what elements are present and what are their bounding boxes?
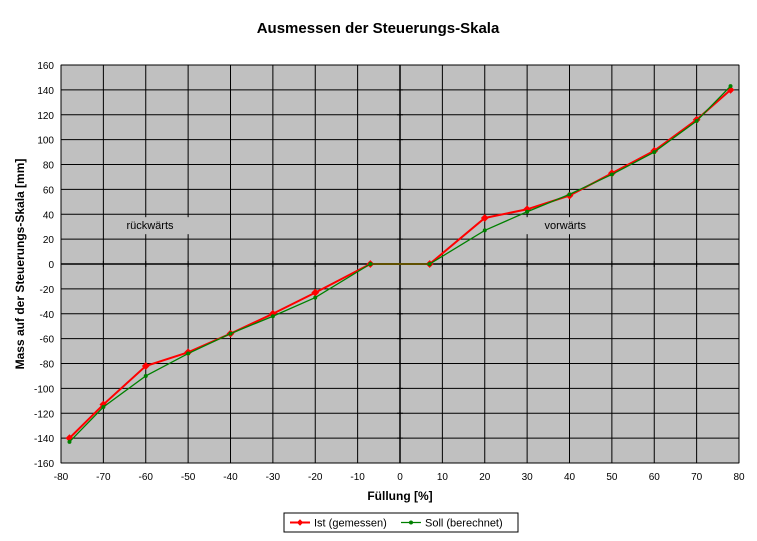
annotation-background	[107, 217, 193, 235]
series-line	[69, 85, 731, 443]
x-tick-label: 30	[522, 472, 534, 483]
x-tick-label: -30	[266, 472, 281, 483]
legend-label: Soll (berechnet)	[425, 518, 503, 530]
y-tick-label: 160	[37, 61, 54, 72]
data-point	[728, 84, 733, 89]
chart-title: Ausmessen der Steuerungs-Skala	[257, 20, 500, 37]
y-axis-title: Mass auf der Steuerungs-Skala [mm]	[13, 159, 27, 370]
data-point	[694, 118, 699, 123]
y-tick-label: -20	[40, 285, 55, 296]
x-tick-label: -20	[308, 472, 323, 483]
legend-entry-2: Soll (berechnet)	[401, 518, 503, 530]
x-tick-label: -70	[96, 472, 111, 483]
data-point	[143, 373, 148, 378]
y-tick-label: -140	[34, 434, 54, 445]
x-tick-label: 80	[733, 472, 745, 483]
data-point	[609, 172, 614, 177]
data-point	[567, 192, 572, 197]
legend-label: Ist (gemessen)	[314, 518, 387, 530]
data-point	[67, 439, 72, 444]
data-point	[652, 150, 657, 155]
legend-entry-1: Ist (gemessen)	[290, 518, 387, 530]
y-tick-label: 0	[48, 260, 54, 271]
data-point	[101, 405, 106, 410]
x-axis-title: Füllung [%]	[367, 489, 432, 503]
y-tick-label: -100	[34, 384, 54, 395]
legend: Ist (gemessen) Soll (berechnet)	[283, 512, 519, 533]
y-tick-label: -120	[34, 409, 54, 420]
series-layer	[65, 84, 735, 444]
y-tick-label: 80	[43, 161, 55, 172]
y-tick-label: 120	[37, 111, 54, 122]
data-point	[228, 331, 233, 336]
x-tick-label: 0	[397, 472, 403, 483]
y-tick-label: 40	[43, 210, 55, 221]
x-tick-label: -50	[181, 472, 196, 483]
series-2	[67, 84, 733, 444]
data-point	[313, 295, 318, 300]
data-point	[482, 228, 487, 233]
data-point	[480, 214, 489, 222]
data-point	[270, 314, 275, 319]
x-tick-label: -60	[139, 472, 154, 483]
y-tick-label: -80	[40, 360, 55, 371]
y-tick-label: 60	[43, 185, 55, 196]
data-point	[368, 262, 373, 266]
legend-swatch-marker	[296, 519, 304, 526]
y-tick-label: -160	[34, 459, 54, 470]
x-tick-label: -80	[54, 472, 69, 483]
annotation: rückwärts	[107, 217, 193, 235]
x-tick-label: 10	[437, 472, 449, 483]
annotation-text: vorwärts	[544, 220, 586, 232]
x-tick-label: 60	[649, 472, 661, 483]
y-tick-label: 140	[37, 86, 54, 97]
data-point	[186, 351, 191, 356]
y-tick-label: -40	[40, 310, 55, 321]
annotations: rückwärts vorwärts	[107, 217, 605, 235]
legend-swatch-marker	[409, 520, 413, 525]
data-point	[141, 362, 150, 370]
x-tick-label: 70	[691, 472, 703, 483]
data-point	[525, 209, 530, 214]
annotation-background	[526, 217, 605, 235]
annotation-text: rückwärts	[126, 220, 174, 232]
y-tick-label: 20	[43, 235, 55, 246]
x-tick-label: 50	[606, 472, 618, 483]
x-tick-label: -10	[350, 472, 365, 483]
data-point	[427, 262, 432, 266]
x-tick-label: 40	[564, 472, 576, 483]
x-tick-label: 20	[479, 472, 491, 483]
annotation: vorwärts	[526, 217, 605, 235]
y-tick-label: -60	[40, 335, 55, 346]
y-tick-label: 100	[37, 136, 54, 147]
x-tick-label: -40	[223, 472, 238, 483]
